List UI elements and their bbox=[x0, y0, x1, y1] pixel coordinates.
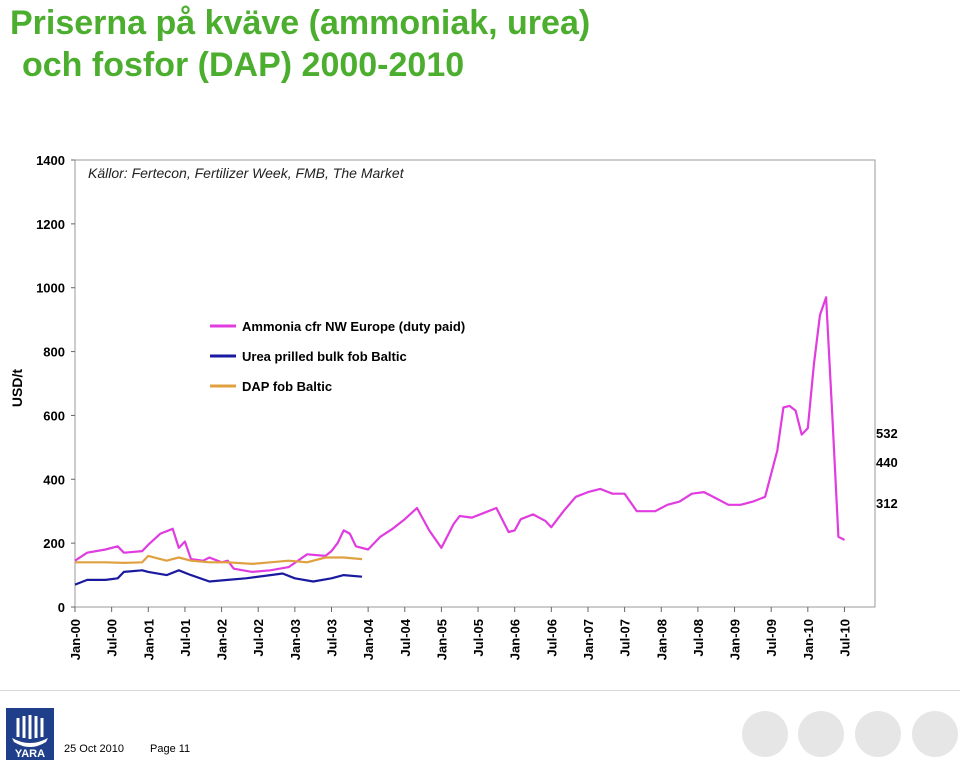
end-labels: 440 312 532 bbox=[876, 426, 898, 511]
x-tick-label: Jul-01 bbox=[178, 619, 193, 657]
x-tick-label: Jan-07 bbox=[581, 619, 596, 660]
y-tick-label: 600 bbox=[43, 408, 65, 423]
x-tick-label: Jul-05 bbox=[471, 619, 486, 657]
source-note: Källor: Fertecon, Fertilizer Week, FMB, … bbox=[88, 165, 405, 181]
x-tick-label: Jul-02 bbox=[251, 619, 266, 657]
slide-title: Priserna på kväve (ammoniak, urea) och f… bbox=[10, 2, 590, 86]
series-end-label: 532 bbox=[876, 426, 898, 441]
x-tick-label: Jan-10 bbox=[801, 619, 816, 660]
x-tick-label: Jul-06 bbox=[544, 619, 559, 657]
x-tick-label: Jan-04 bbox=[361, 618, 376, 660]
x-tick-label: Jan-03 bbox=[288, 619, 303, 660]
y-axis-label: USD/t bbox=[9, 369, 25, 407]
legend-entry: Urea prilled bulk fob Baltic bbox=[242, 349, 407, 364]
footer-dot-2 bbox=[798, 711, 844, 757]
logo-text: YARA bbox=[15, 748, 45, 760]
title-line-2: och fosfor (DAP) 2000-2010 bbox=[22, 46, 465, 84]
y-tick-label: 200 bbox=[43, 536, 65, 551]
x-tick-label: Jul-10 bbox=[837, 619, 852, 657]
yara-logo: YARA bbox=[6, 708, 54, 760]
y-tick-label: 0 bbox=[58, 600, 65, 615]
plot-frame bbox=[74, 159, 876, 608]
viking-ship-icon: YARA bbox=[12, 715, 48, 760]
y-tick-label: 1400 bbox=[36, 153, 65, 168]
y-tick-label: 400 bbox=[43, 472, 65, 487]
y-axis-ticks: 0 200 400 600 800 1000 1200 1400 bbox=[36, 153, 75, 615]
series-line-0 bbox=[74, 296, 845, 573]
footer-dot-4 bbox=[912, 711, 958, 757]
series-line-1 bbox=[74, 569, 363, 586]
x-tick-label: Jul-04 bbox=[398, 618, 413, 656]
x-tick-label: Jan-08 bbox=[654, 619, 669, 660]
series-end-label: 312 bbox=[876, 496, 898, 511]
y-tick-label: 1000 bbox=[36, 281, 65, 296]
footer-divider bbox=[0, 690, 960, 691]
series-layer bbox=[74, 296, 845, 586]
x-tick-label: Jul-09 bbox=[764, 619, 779, 657]
legend: Ammonia cfr NW Europe (duty paid) Urea pr… bbox=[210, 319, 465, 394]
x-tick-label: Jul-07 bbox=[618, 619, 633, 657]
price-chart: Källor: Fertecon, Fertilizer Week, FMB, … bbox=[9, 153, 898, 660]
x-tick-label: Jan-06 bbox=[508, 619, 523, 660]
x-tick-label: Jan-09 bbox=[728, 619, 743, 660]
footer-dot-1 bbox=[742, 711, 788, 757]
footer-date: 25 Oct 2010 bbox=[64, 743, 124, 755]
x-tick-label: Jan-05 bbox=[434, 619, 449, 660]
y-tick-label: 1200 bbox=[36, 217, 65, 232]
footer-page: Page 11 bbox=[150, 743, 191, 755]
legend-entry: DAP fob Baltic bbox=[242, 379, 332, 394]
y-tick-label: 800 bbox=[43, 345, 65, 360]
x-tick-label: Jul-00 bbox=[105, 619, 120, 657]
x-tick-label: Jan-02 bbox=[215, 619, 230, 660]
x-tick-label: Jul-08 bbox=[691, 619, 706, 657]
x-tick-label: Jan-00 bbox=[68, 619, 83, 660]
series-line-2 bbox=[75, 554, 363, 565]
legend-entry: Ammonia cfr NW Europe (duty paid) bbox=[242, 319, 465, 334]
x-tick-label: Jan-01 bbox=[141, 619, 156, 660]
title-line-1: Priserna på kväve (ammoniak, urea) bbox=[10, 4, 591, 42]
x-tick-label: Jul-03 bbox=[324, 619, 339, 657]
series-end-label: 440 bbox=[876, 455, 898, 470]
plot-area bbox=[74, 159, 876, 608]
footer-dot-3 bbox=[855, 711, 901, 757]
x-axis-ticks: Jan-00 Jul-00 Jan-01 Jul-01 Jan-02 Jul-02 Jan-… bbox=[68, 607, 852, 660]
